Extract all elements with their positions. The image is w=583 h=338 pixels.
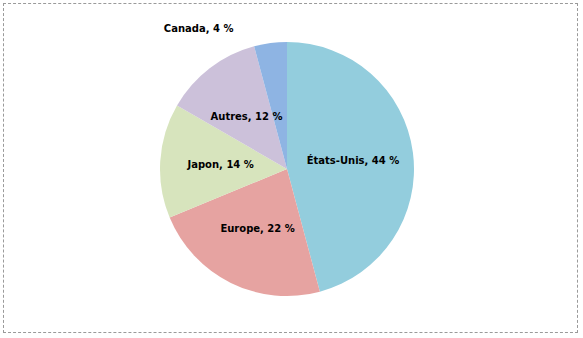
svg-text:Canada, 4 %: Canada, 4 % bbox=[164, 23, 234, 34]
svg-text:Japon, 14 %: Japon, 14 % bbox=[186, 159, 253, 170]
svg-text:Autres, 12 %: Autres, 12 % bbox=[211, 111, 283, 122]
svg-text:États-Unis, 44 %: États-Unis, 44 % bbox=[307, 154, 400, 166]
svg-text:Europe, 22 %: Europe, 22 % bbox=[220, 223, 294, 234]
